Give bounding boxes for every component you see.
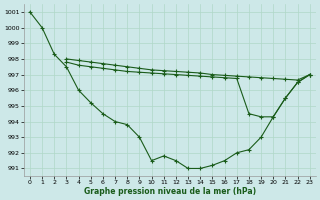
X-axis label: Graphe pression niveau de la mer (hPa): Graphe pression niveau de la mer (hPa) — [84, 187, 256, 196]
